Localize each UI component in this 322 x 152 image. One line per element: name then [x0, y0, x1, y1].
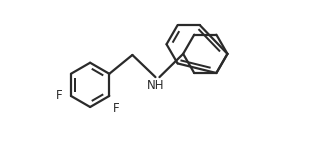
Text: F: F	[113, 102, 119, 115]
Text: F: F	[56, 89, 63, 102]
Text: NH: NH	[147, 79, 164, 92]
